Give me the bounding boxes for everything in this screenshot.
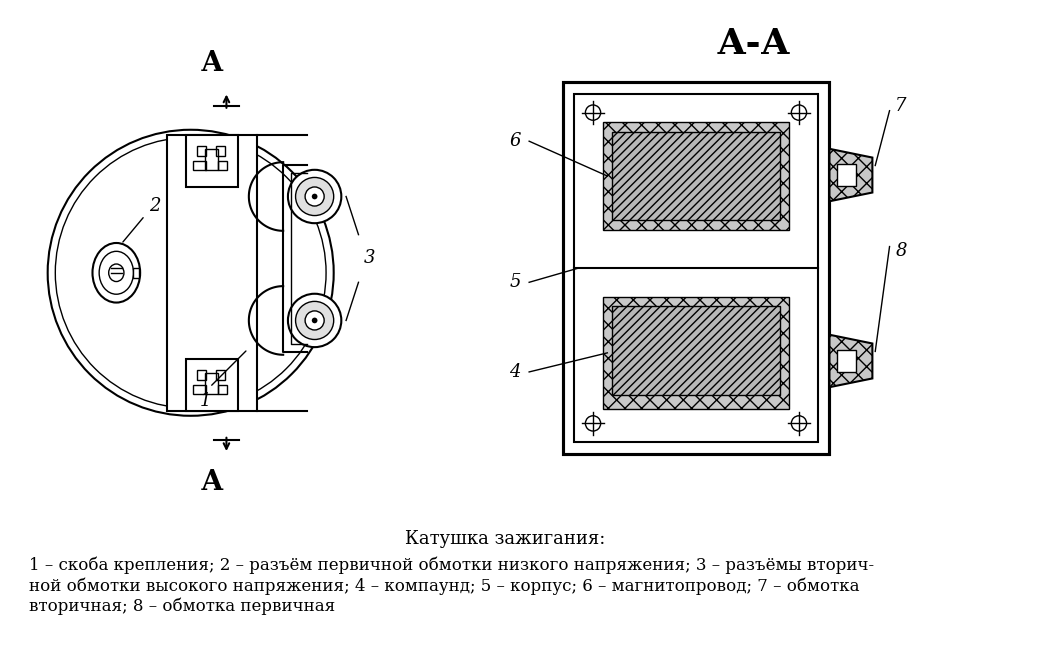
- Circle shape: [312, 318, 318, 324]
- Bar: [563, 82, 830, 454]
- Circle shape: [288, 170, 341, 223]
- Bar: [837, 163, 856, 186]
- Circle shape: [296, 177, 334, 215]
- Bar: [612, 306, 780, 395]
- Text: 1 – скоба крепления; 2 – разъём первичной обмотки низкого напряжения; 3 – разъём: 1 – скоба крепления; 2 – разъём первично…: [29, 557, 873, 615]
- Polygon shape: [830, 335, 872, 387]
- Bar: [602, 122, 790, 230]
- Bar: [205, 374, 218, 394]
- Text: А: А: [200, 49, 224, 76]
- Text: 5: 5: [509, 273, 520, 291]
- Bar: [216, 370, 226, 380]
- Text: Катушка зажигания:: Катушка зажигания:: [405, 530, 605, 548]
- Text: 3: 3: [365, 250, 375, 268]
- Bar: [193, 385, 207, 394]
- Bar: [186, 358, 238, 411]
- Bar: [573, 94, 818, 442]
- Bar: [218, 385, 228, 394]
- Text: 4: 4: [509, 363, 520, 381]
- Bar: [205, 150, 218, 170]
- Circle shape: [305, 187, 324, 206]
- Bar: [197, 146, 207, 156]
- Bar: [218, 161, 228, 170]
- Text: 7: 7: [896, 97, 906, 115]
- Circle shape: [305, 311, 324, 330]
- Text: 2: 2: [148, 197, 160, 215]
- Bar: [166, 134, 258, 411]
- Polygon shape: [830, 149, 872, 201]
- Text: А: А: [200, 469, 224, 496]
- Bar: [612, 132, 780, 220]
- Text: 8: 8: [896, 243, 906, 260]
- Text: А-А: А-А: [717, 27, 791, 61]
- Circle shape: [312, 194, 318, 200]
- Bar: [186, 134, 238, 187]
- Text: 6: 6: [509, 132, 520, 150]
- Bar: [193, 161, 207, 170]
- Circle shape: [288, 294, 341, 347]
- Bar: [134, 268, 139, 277]
- Circle shape: [296, 301, 334, 339]
- Bar: [216, 146, 226, 156]
- Text: 1: 1: [199, 393, 211, 411]
- Bar: [197, 370, 207, 380]
- Bar: [602, 297, 790, 409]
- Bar: [837, 349, 856, 372]
